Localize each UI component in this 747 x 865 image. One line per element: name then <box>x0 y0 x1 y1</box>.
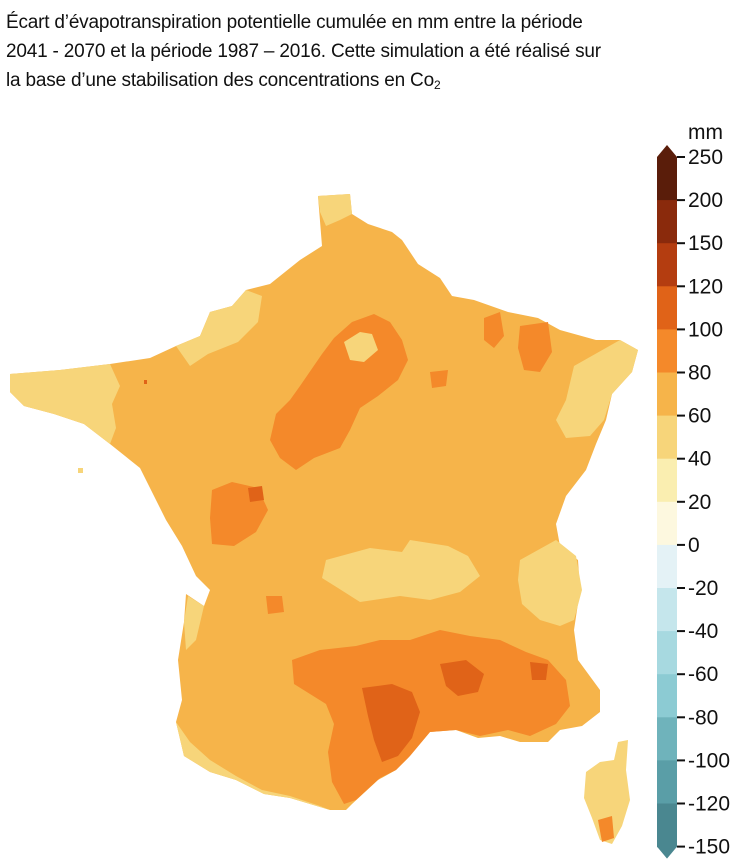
legend-tick-label: 250 <box>688 146 723 169</box>
legend-top-arrow <box>657 145 677 157</box>
legend-swatch <box>657 372 677 417</box>
title-line-3-text: la base d’une stabilisation des concentr… <box>6 70 434 91</box>
legend-swatch <box>657 717 677 761</box>
legend-swatch <box>657 588 677 632</box>
legend-tick-label: 0 <box>688 534 700 557</box>
zones-80-100 <box>210 312 614 840</box>
title-line-3: la base d’une stabilisation des concentr… <box>6 66 706 97</box>
legend-tick-label: 200 <box>688 189 723 212</box>
legend-swatch <box>657 501 677 546</box>
legend-swatch <box>657 329 677 374</box>
color-legend: 250200150120100806040200-20-40-60-80-100… <box>657 145 730 859</box>
title-line-2: 2041 - 2070 et la période 1987 – 2016. C… <box>6 41 601 62</box>
legend-swatch <box>657 760 677 805</box>
legend-tick-label: -60 <box>688 663 718 686</box>
legend-swatch <box>657 286 677 330</box>
zones-100-120 <box>248 486 548 762</box>
france-map <box>10 194 638 844</box>
legend-swatch <box>657 243 677 287</box>
zones-40-60 <box>10 194 638 810</box>
legend-bottom-arrow <box>657 846 677 859</box>
map-title: Écart d’évapotranspiration potentielle c… <box>6 8 706 97</box>
legend-swatch <box>657 544 677 589</box>
legend-swatch <box>657 458 677 503</box>
title-subscript: 2 <box>433 78 441 92</box>
corsica <box>584 740 630 844</box>
legend-tick-label: 150 <box>688 232 723 255</box>
island-ouessant <box>78 468 83 473</box>
legend-tick-label: -100 <box>688 749 730 772</box>
legend-tick-label: 100 <box>688 318 723 341</box>
legend-tick-label: -80 <box>688 706 718 729</box>
legend-unit: mm <box>688 121 723 144</box>
legend-swatch <box>657 415 677 460</box>
legend-tick-label: 80 <box>688 362 711 385</box>
legend-swatch <box>657 674 677 718</box>
legend-swatch <box>657 803 677 848</box>
title-line-1: Écart d’évapotranspiration potentielle c… <box>6 12 583 33</box>
legend-tick-label: 40 <box>688 448 711 471</box>
legend-tick-label: -20 <box>688 577 718 600</box>
legend-tick-label: 60 <box>688 405 711 428</box>
legend-tick-label: 20 <box>688 491 711 514</box>
legend-tick-label: -120 <box>688 793 730 816</box>
corsica-south <box>598 816 614 842</box>
marker-brittany <box>144 380 147 384</box>
legend-tick-label: -40 <box>688 620 718 643</box>
legend-tick-label: 120 <box>688 275 723 298</box>
legend-swatch <box>657 200 677 244</box>
legend-tick-label: -150 <box>688 836 730 859</box>
legend-swatch <box>657 157 677 201</box>
legend-swatch <box>657 631 677 675</box>
